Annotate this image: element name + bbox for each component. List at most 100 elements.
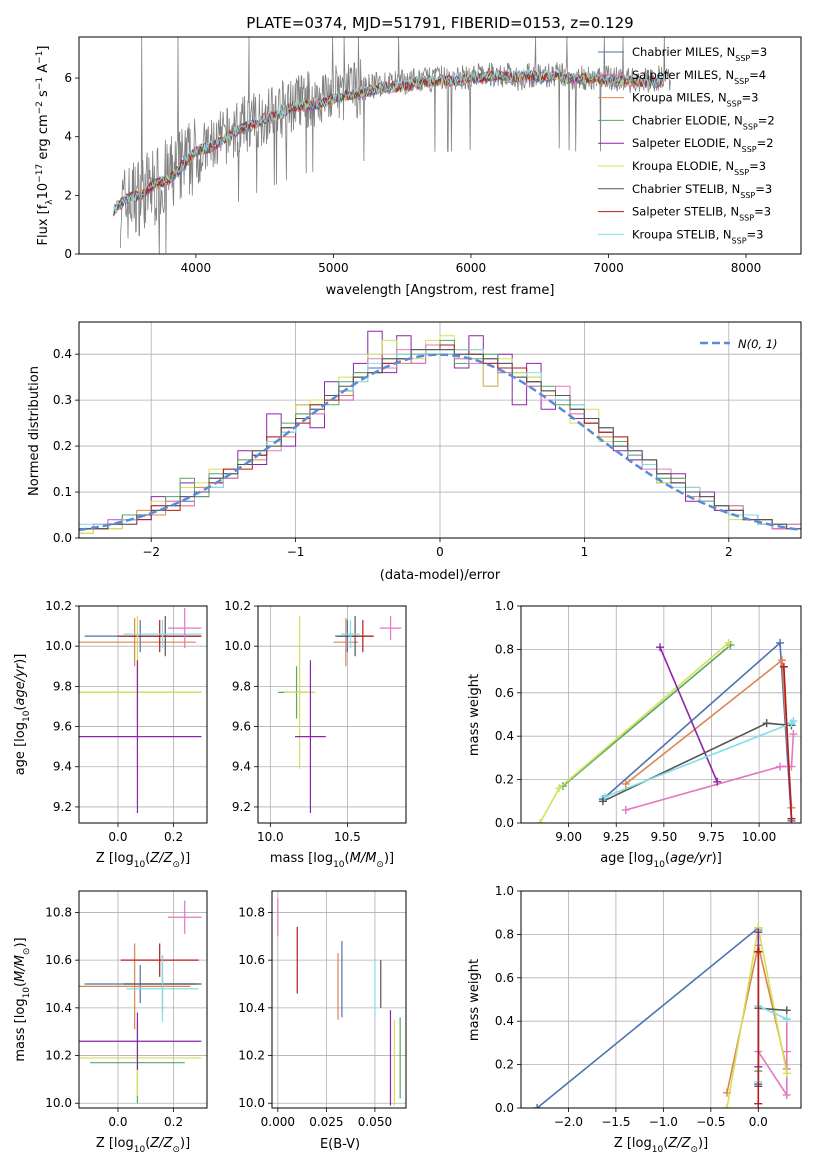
error-bars: [79, 608, 202, 813]
xlabel: mass [log10(M/M⊙)]: [270, 851, 394, 870]
label-part: Z [log: [96, 1136, 134, 1151]
legend-text: Kroupa STELIB, N: [632, 227, 732, 241]
observed-spectrum: [119, 37, 671, 254]
y-tick-label: 9.8: [232, 679, 251, 693]
label-part: Z/Z: [149, 851, 173, 866]
weight-point-marker: [787, 814, 796, 823]
y-tick-label: 6: [64, 71, 72, 85]
weight-point-marker: [776, 638, 785, 647]
weight-point-marker: [782, 1015, 791, 1024]
weight-lines: [533, 923, 791, 1108]
ticks: 4000 5000 6000 7000 8000 0 2 4 6: [64, 71, 761, 275]
legend-entry: Kroupa STELIB, NSSP=3: [632, 227, 763, 245]
metallicity-age-panel: 0.0 0.29.29.49.69.810.010.2Z [log10(Z/Z⊙)…: [13, 599, 208, 870]
weight-series-line: [757, 1004, 788, 1082]
x-tick-label: −2.0: [554, 1115, 583, 1129]
legend-sub: SSP: [732, 236, 747, 245]
legend-text: Salpeter MILES, N: [632, 68, 734, 82]
x-tick-label: 8000: [731, 261, 762, 275]
weight-point-marker: [536, 819, 545, 823]
y-tick-label: 10.2: [224, 599, 251, 613]
spectrum-panel: 4000 5000 6000 7000 8000 0 2 4 6 Flux [fλ10−17 er…: [35, 36, 802, 275]
error-bars: [277, 898, 401, 1106]
x-tick-label: 0.0: [108, 830, 127, 844]
legend-text: Kroupa ELODIE, N: [632, 159, 734, 173]
y-tick-label: 0.4: [495, 729, 514, 743]
x-tick-label: 4000: [181, 261, 212, 275]
legend-sub: SSP: [742, 145, 757, 154]
y-tick-label: 0.4: [495, 1014, 514, 1028]
error-bars: [278, 616, 402, 813]
label-part: −1: [35, 51, 45, 64]
ticks: −2 −1 0 1 2 0.0 0.1 0.2 0.3 0.4: [53, 347, 733, 559]
grid: [258, 605, 406, 823]
y-tick-label: 1.0: [495, 884, 514, 898]
label-part: age/yr: [13, 662, 28, 705]
weight-point-marker: [777, 656, 786, 665]
y-tick-label: 9.2: [232, 800, 251, 814]
y-tick-label: 10.0: [224, 639, 251, 653]
label-part: 10: [36, 183, 51, 200]
y-tick-label: 0.2: [495, 1058, 514, 1072]
y-tick-label: 0.3: [53, 393, 72, 407]
label-part: −17: [35, 164, 45, 183]
weight-point-marker: [782, 1090, 791, 1099]
weight-point-marker: [754, 947, 763, 956]
x-tick-label: 0.050: [358, 1115, 392, 1129]
ticks: 9.00 9.25 9.50 9.75 10.00 0.0 0.2 0.4 0.6 0.8 1.0: [495, 599, 776, 844]
x-tick-label: 0.0: [749, 1115, 768, 1129]
residuals-xlabel: (data-model)/error: [380, 568, 501, 583]
y-tick-label: 10.6: [238, 953, 265, 967]
axes-frame: [78, 605, 208, 824]
x-tick-label: −1: [287, 545, 305, 559]
label-part: (: [145, 851, 150, 866]
residuals-panel: −2 −1 0 1 2 0.0 0.1 0.2 0.3 0.4 N(0, 1): [53, 321, 802, 559]
weight-point-marker: [782, 1006, 791, 1015]
axes-frame: [520, 605, 802, 824]
x-tick-label: 2: [725, 545, 733, 559]
y-tick-label: 10.2: [238, 1049, 265, 1063]
label-part: −2: [35, 101, 45, 114]
legend-entry: Chabrier MILES, NSSP=3: [632, 45, 767, 63]
label-part: Flux [f: [36, 204, 51, 245]
legend-entry: Chabrier STELIB, NSSP=3: [632, 182, 772, 200]
label-part: 10: [22, 987, 32, 999]
weight-point-marker: [754, 1099, 763, 1108]
grid: [521, 605, 801, 824]
label-part: 10: [652, 1145, 664, 1155]
label-part: λ: [45, 199, 55, 205]
label-part: erg cm: [36, 114, 51, 163]
y-tick-label: 10.2: [45, 1049, 72, 1063]
reddening-mass-panel: 0.000 0.025 0.050 10.0 10.2 10.4 10.6 10.8: [238, 890, 407, 1129]
weight-point-marker: [555, 784, 564, 793]
y-tick-label: 0.8: [495, 642, 514, 656]
label-part: )]: [13, 654, 28, 664]
legend-entry: Salpeter MILES, NSSP=4: [632, 68, 766, 86]
grid: [272, 891, 406, 1108]
label-part: 10: [22, 710, 32, 722]
axes-frame: [520, 890, 802, 1109]
ylabel: mass [log10(M/M⊙)]: [13, 937, 32, 1061]
x-tick-label: 7000: [593, 261, 624, 275]
y-tick-label: 10.6: [45, 953, 72, 967]
weight-point-marker: [782, 1047, 791, 1056]
label-part: 10: [653, 860, 665, 870]
label-part: )]: [180, 1136, 190, 1151]
xlabel: age [log10(age/yr)]: [600, 851, 722, 870]
weight-series-line: [659, 646, 718, 783]
y-tick-label: 10.4: [238, 1001, 265, 1015]
y-tick-label: 9.6: [53, 720, 72, 734]
ticks: 0.0 0.2 9.2 9.4 9.6 9.8 10.0 10.2: [45, 599, 183, 844]
x-tick-label: −2: [142, 545, 160, 559]
x-tick-label: 10.5: [334, 830, 361, 844]
x-tick-label: 0.000: [261, 1115, 295, 1129]
y-tick-label: 4: [64, 130, 72, 144]
legend-suffix: =3: [754, 205, 771, 219]
x-tick-label: −1.5: [601, 1115, 630, 1129]
y-tick-label: 0.2: [53, 439, 72, 453]
x-tick-label: 0.2: [164, 1115, 183, 1129]
ticks: 10.0 10.5 9.2 9.4 9.6 9.8 10.0 10.2: [224, 599, 360, 844]
legend-suffix: =4: [749, 68, 766, 82]
xlabel: Z [log10(Z/Z⊙)]: [96, 1136, 190, 1155]
